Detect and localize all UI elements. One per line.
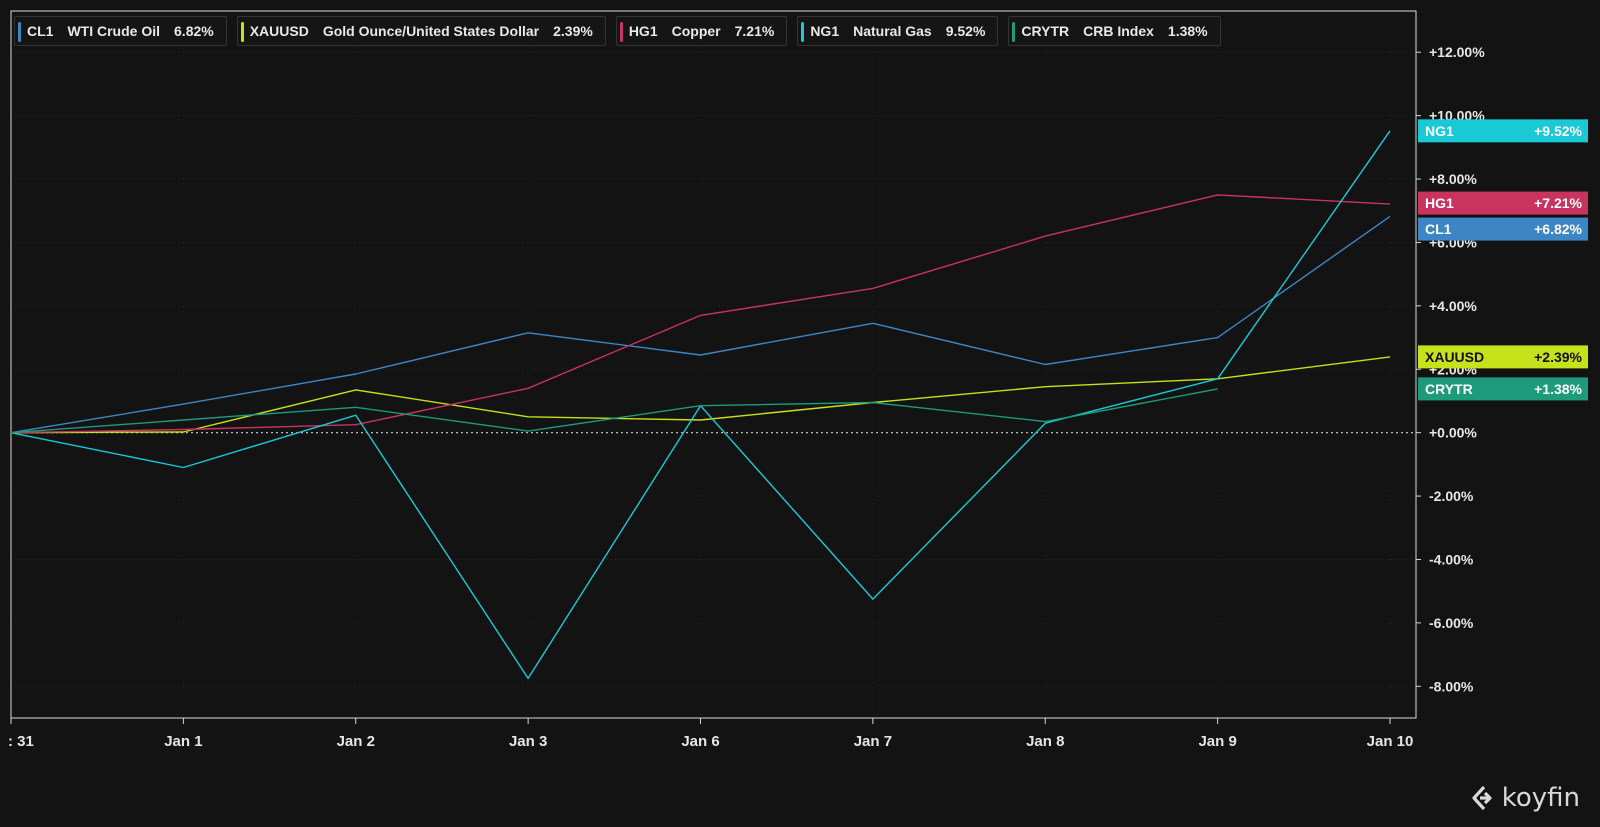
value-tag-value: +9.52% [1534,123,1582,139]
legend-change: 9.52% [945,23,986,39]
x-tick-label: Jan 2 [337,733,375,750]
y-tick-label: -8.00% [1429,678,1474,694]
value-tag-background [1418,217,1588,241]
value-tag-value: +1.38% [1534,381,1582,397]
value-tag-value: +7.21% [1534,195,1582,211]
legend-name: Natural Gas [853,23,932,39]
legend-change: 7.21% [734,23,775,39]
legend-item-cl1[interactable]: CL1 WTI Crude Oil 6.82% [14,16,227,46]
y-tick-label: -4.00% [1429,551,1474,567]
value-tag-background [1418,119,1588,143]
legend-swatch [18,22,21,42]
y-tick-label: +12.00% [1429,44,1485,60]
value-tag-ng1: NG1 +9.52% [1418,119,1588,143]
legend-name: Gold Ounce/United States Dollar [322,23,540,39]
y-tick-label: -6.00% [1429,615,1474,631]
series-line-crytr[interactable] [10,388,1218,434]
brand-name: koyfin [1501,783,1580,813]
legend-name: WTI Crude Oil [67,23,161,39]
series-line-hg1[interactable] [10,194,1391,434]
chart-legend: CL1 WTI Crude Oil 6.82% XAUUSD Gold Ounce/Un… [14,16,1221,46]
legend-name: CRB Index [1083,23,1154,39]
legend-ticker: NG1 [810,23,840,39]
legend-change: 1.38% [1167,23,1208,39]
legend-swatch [801,22,805,42]
series-line-cl1[interactable] [10,215,1391,434]
x-tick-label: Jan 6 [681,733,719,750]
legend-ticker: XAUUSD [249,23,309,39]
value-tag-ticker: HG1 [1425,195,1454,211]
legend-name: Copper [671,23,721,39]
value-tag-ticker: XAUUSD [1425,349,1484,365]
y-tick-label: +0.00% [1429,425,1477,441]
legend-ticker: CL1 [27,23,54,39]
value-tag-background [1418,377,1588,401]
legend-ticker: CRYTR [1021,23,1070,39]
value-tag-value: +6.82% [1534,221,1582,237]
value-tag-background [1418,191,1588,215]
koyfin-logo: koyfin [1470,783,1580,813]
value-tag-cl1: CL1 +6.82% [1418,217,1588,241]
y-tick-label: +4.00% [1429,298,1477,314]
legend-swatch [619,22,623,42]
x-tick-label: Jan 1 [164,733,202,750]
x-tick-label: : 31 [8,733,34,750]
koyfin-chevron-logo [1472,785,1492,811]
x-tick-label: Jan 3 [509,733,547,750]
x-tick-label: Jan 9 [1198,733,1236,750]
value-tag-background [1418,345,1588,369]
legend-item-hg1[interactable]: HG1 Copper 7.21% [615,16,788,46]
legend-swatch [1012,22,1016,42]
value-tag-hg1: HG1 +7.21% [1418,191,1588,215]
value-tag-crytr: CRYTR +1.38% [1418,377,1588,401]
legend-item-ng1[interactable]: NG1 Natural Gas 9.52% [797,16,999,46]
legend-item-crytr[interactable]: CRYTR CRB Index 1.38% [1008,16,1221,46]
value-tag-ticker: CRYTR [1425,381,1473,397]
series-line-xauusd[interactable] [10,356,1391,434]
plot-frame [10,10,1417,719]
legend-item-xauusd[interactable]: XAUUSD Gold Ounce/United States Dollar 2.3… [236,16,606,46]
legend-change: 6.82% [174,23,214,39]
y-tick-label: -2.00% [1429,488,1474,504]
legend-swatch [240,22,244,42]
value-tag-ticker: CL1 [1425,221,1452,237]
value-tag-value: +2.39% [1534,349,1582,365]
x-tick-label: Jan 10 [1367,733,1414,750]
x-tick-label: Jan 7 [854,733,892,750]
legend-change: 2.39% [553,23,593,39]
value-tag-xauusd: XAUUSD +2.39% [1418,345,1588,369]
x-tick-label: Jan 8 [1026,733,1064,750]
series-line-ng1[interactable] [10,130,1391,680]
legend-ticker: HG1 [628,23,658,39]
value-tag-ticker: NG1 [1425,123,1454,139]
y-tick-label: +8.00% [1429,171,1477,187]
